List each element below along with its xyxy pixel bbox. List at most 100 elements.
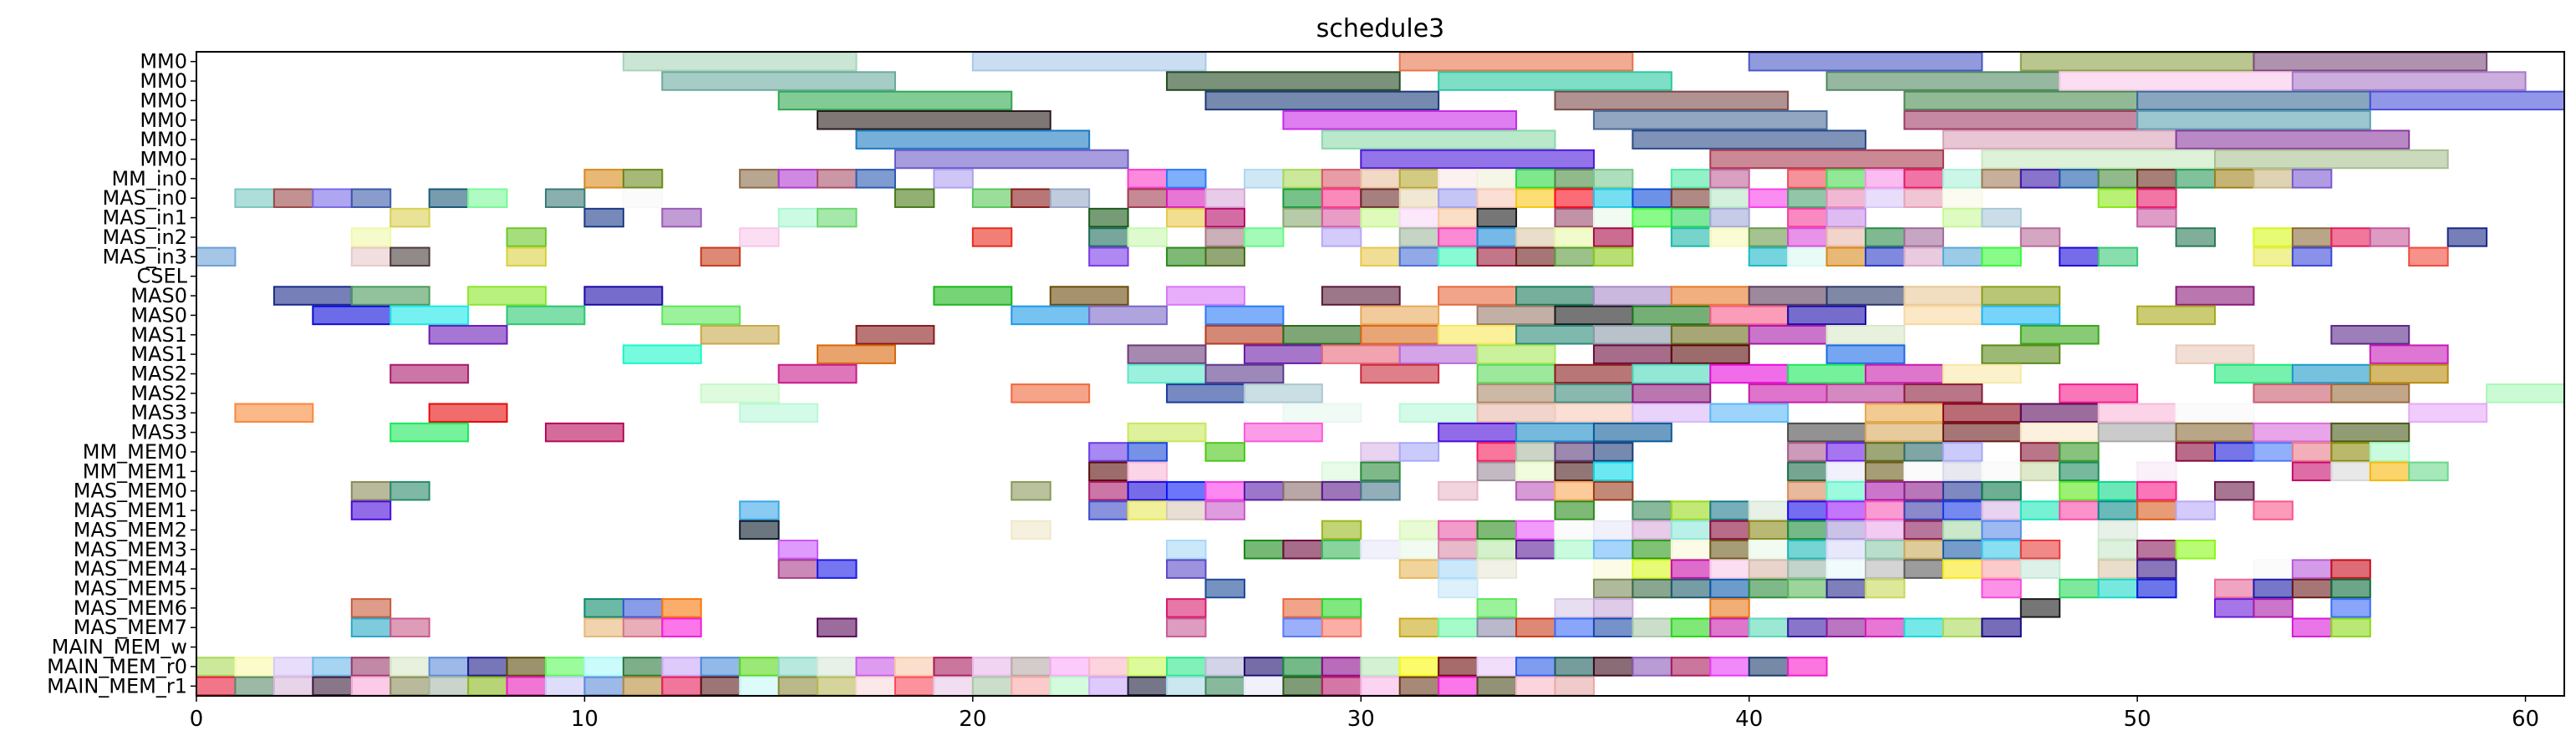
task-bar (622, 344, 702, 364)
task-bar (1670, 207, 1712, 228)
task-bar (1942, 188, 1983, 208)
task-bar (389, 422, 470, 443)
task-bar (1321, 520, 1362, 540)
task-bar (1127, 344, 1207, 364)
y-tick-label: MAS0 (130, 303, 187, 327)
x-tick-label: 20 (959, 707, 986, 732)
task-bar (2059, 500, 2100, 520)
task-bar (389, 363, 470, 384)
task-bar (1787, 422, 1867, 443)
task-bar (1632, 188, 1672, 208)
task-bar (234, 188, 275, 208)
task-bar (1204, 325, 1285, 345)
task-bar (2214, 480, 2255, 501)
task-bar (971, 227, 1013, 247)
x-tick-label: 60 (2512, 707, 2539, 732)
task-bar (1632, 578, 1672, 599)
task-bar (2369, 363, 2449, 384)
task-bar (1011, 480, 1051, 501)
task-bar (583, 617, 624, 637)
task-bar (1903, 480, 1944, 501)
task-bar (2291, 461, 2333, 482)
x-tick-label: 30 (1347, 707, 1375, 732)
task-bar (1981, 559, 2022, 579)
task-bar (1632, 657, 1672, 677)
task-bar (1592, 344, 1672, 364)
task-bar (1903, 169, 1944, 189)
task-bar (389, 246, 430, 267)
task-bar (1632, 363, 1712, 384)
task-bar (1360, 540, 1401, 560)
task-bar (1748, 383, 1828, 403)
task-bar (196, 657, 237, 677)
task-bar (1592, 422, 1672, 443)
task-bar (1787, 559, 1828, 579)
task-bar (1787, 227, 1828, 247)
task-bar (1011, 188, 1051, 208)
task-bar (1360, 442, 1401, 462)
task-bar (1438, 169, 1479, 189)
task-bar (1243, 422, 1323, 443)
task-bar (1476, 227, 1518, 247)
task-bar (1865, 422, 1944, 443)
task-bar (2291, 71, 2527, 91)
task-bar (1942, 246, 1983, 267)
task-bar (2059, 480, 2100, 501)
task-bar (1515, 676, 1556, 697)
task-bar (1632, 540, 1672, 560)
task-bar (1865, 520, 1906, 540)
task-bar (1438, 480, 1479, 501)
task-bar (1166, 617, 1207, 637)
task-bar (1088, 227, 1129, 247)
y-tick-label: CSEL (136, 265, 187, 288)
y-tick-label: MAS0 (130, 284, 187, 307)
task-bar (1903, 442, 1944, 462)
task-bar (1942, 520, 1983, 540)
task-bar (893, 676, 935, 697)
task-bar (817, 617, 858, 637)
task-bar (1748, 325, 1828, 345)
task-bar (2059, 461, 2100, 482)
task-bar (2291, 363, 2371, 384)
task-bar (2059, 442, 2100, 462)
task-bar (661, 676, 702, 697)
task-bar (1865, 500, 1906, 520)
task-bar (1903, 305, 1983, 326)
task-bar (971, 657, 1013, 677)
task-bar (1243, 540, 1285, 560)
task-bar (661, 207, 702, 228)
task-bar (1554, 540, 1595, 560)
task-bar (1554, 520, 1595, 540)
task-bar (1670, 500, 1712, 520)
task-bar (2136, 540, 2177, 560)
task-bar (1748, 188, 1789, 208)
task-bar (1321, 598, 1362, 618)
task-bar (1748, 227, 1789, 247)
task-bar (1592, 559, 1634, 579)
task-bar (1398, 169, 1440, 189)
task-bar (817, 559, 858, 579)
task-bar (583, 657, 624, 677)
task-bar (2369, 90, 2565, 111)
task-bar (1282, 540, 1323, 560)
task-bar (1825, 442, 1867, 462)
task-bar (389, 676, 430, 697)
task-bar (1865, 617, 1906, 637)
task-bar (2097, 422, 2177, 443)
task-bar (1515, 246, 1556, 267)
task-bar (1592, 169, 1634, 189)
task-bar (739, 676, 780, 697)
task-bar (1360, 207, 1401, 228)
task-bar (1515, 325, 1595, 345)
task-bar (817, 169, 858, 189)
task-bar (2059, 71, 2293, 91)
task-bar (1865, 169, 1906, 189)
task-bar (1787, 363, 1867, 384)
y-tick-label: MM0 (140, 89, 187, 112)
task-bar (2136, 305, 2217, 326)
task-bar (1476, 246, 1518, 267)
task-bar (2291, 246, 2333, 267)
task-bar (1554, 598, 1595, 618)
task-bar (1903, 90, 2139, 111)
task-bar (2214, 598, 2255, 618)
